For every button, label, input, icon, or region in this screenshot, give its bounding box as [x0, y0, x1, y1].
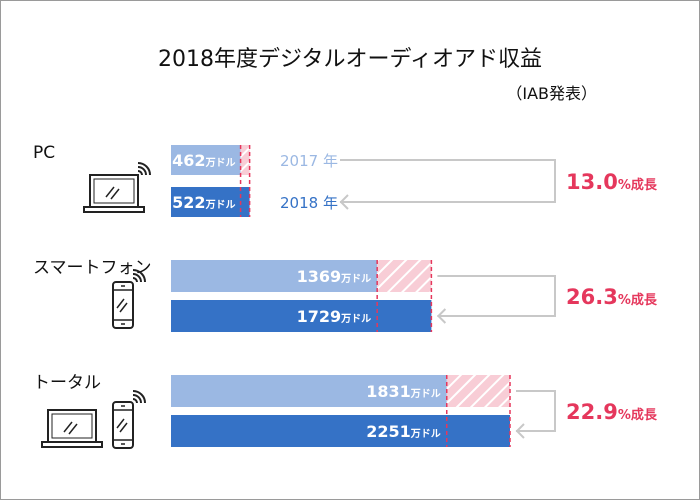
- growth-label: 13.0%成長: [566, 170, 658, 194]
- laptop-screen: [47, 409, 97, 443]
- arrow-head: [515, 423, 525, 439]
- arrow-head: [436, 308, 447, 324]
- growth-label: 22.9%成長: [566, 400, 658, 424]
- bar-2017: [171, 260, 378, 292]
- wifi-icon: [132, 269, 146, 283]
- laptop-screen: [89, 174, 139, 208]
- category-label: スマートフォン: [33, 258, 152, 278]
- wifi-arc: [132, 398, 138, 404]
- chart-subtitle: （IAB発表）: [506, 84, 597, 103]
- wifi-icon: [132, 390, 146, 404]
- phone-body: [112, 281, 134, 329]
- growth-hatch: [240, 145, 250, 175]
- wifi-arc: [137, 170, 143, 176]
- wifi-arc: [132, 394, 142, 404]
- screen-glare: [116, 418, 128, 433]
- laptop-base: [83, 206, 145, 213]
- chart-title: 2018年度デジタルオーディオアド収益: [158, 47, 542, 72]
- laptop-inner: [93, 178, 135, 204]
- laptop-icon: [41, 409, 103, 448]
- wifi-arc: [137, 166, 147, 176]
- phone-lines: [113, 405, 133, 445]
- category-label: PC: [33, 143, 55, 163]
- wifi-arc: [132, 390, 146, 404]
- bar-2018: [171, 300, 432, 332]
- smartphone-icon: [112, 401, 134, 449]
- arrow-head: [339, 194, 349, 210]
- laptop-wifi-icon: [83, 174, 145, 213]
- growth-bracket: [437, 275, 556, 317]
- growth-hatch: [377, 260, 432, 292]
- growth-bracket: [340, 159, 556, 203]
- growth-label: 26.3%成長: [566, 285, 658, 309]
- growth-hatch: [446, 375, 510, 407]
- bar-2017: [171, 375, 447, 407]
- laptop-inner: [51, 413, 93, 439]
- laptop-base: [41, 441, 103, 448]
- screen-glare: [63, 421, 78, 435]
- legend-2017: 2017 年: [280, 152, 338, 170]
- bar-2017: [171, 145, 241, 175]
- wifi-arc: [132, 277, 138, 283]
- smartphone-wifi-icon: [112, 281, 134, 329]
- bar-2018: [171, 415, 510, 447]
- wifi-arc: [132, 269, 146, 283]
- wifi-icon: [137, 162, 151, 176]
- legend-2018: 2018 年: [280, 194, 338, 212]
- growth-bracket: [516, 390, 556, 432]
- wifi-arc: [137, 162, 151, 176]
- screen-glare: [105, 186, 120, 200]
- phone-lines: [113, 285, 133, 325]
- screen-glare: [116, 298, 128, 313]
- wifi-arc: [132, 273, 142, 283]
- bar-2018: [171, 187, 250, 217]
- category-label: トータル: [33, 373, 101, 393]
- phone-body: [112, 401, 134, 449]
